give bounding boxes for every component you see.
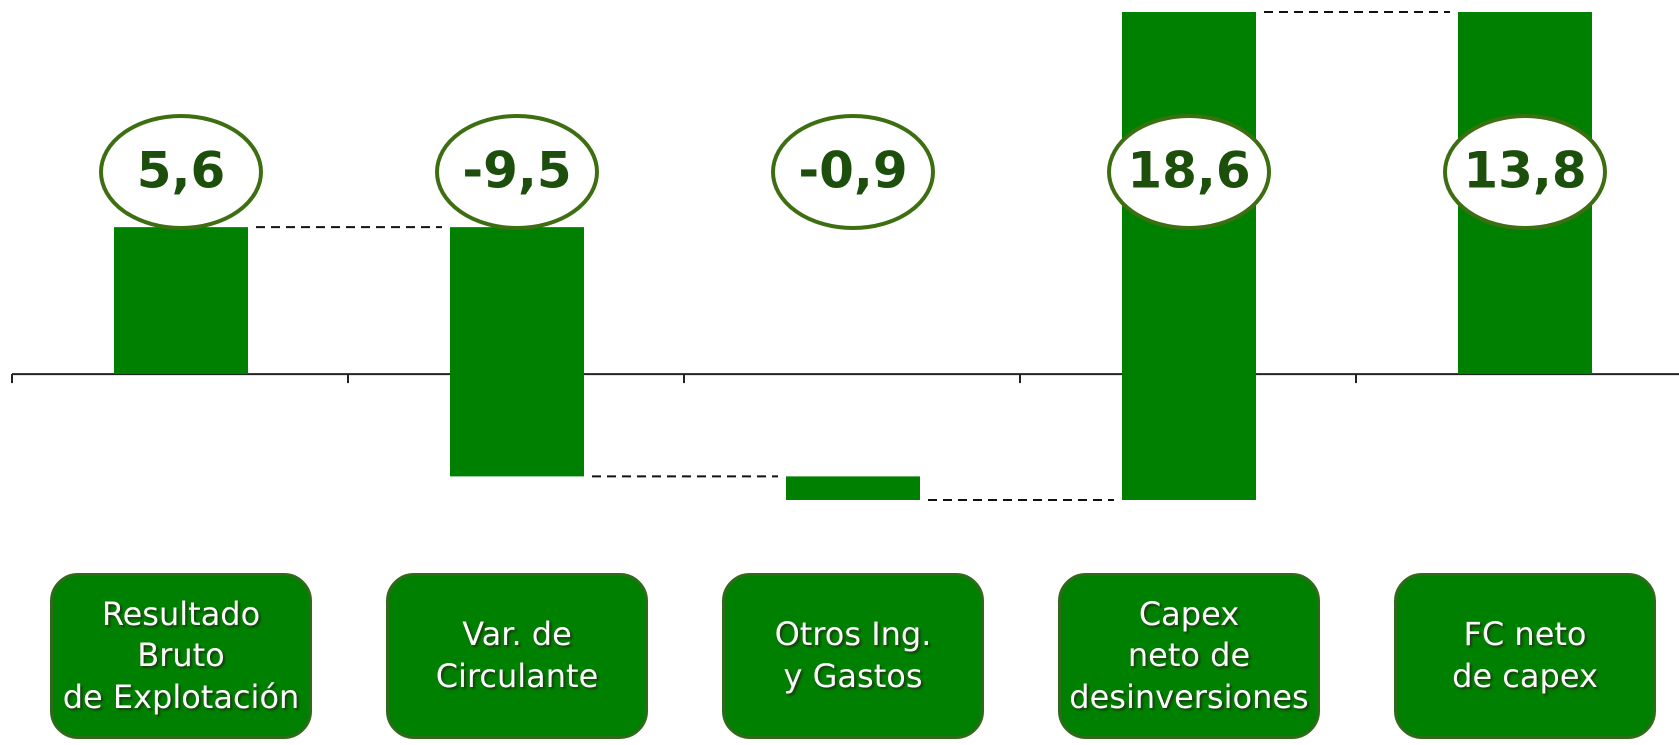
label-bubble (771, 114, 935, 230)
category-label: Resultado Bruto de Explotación (50, 573, 312, 739)
value-label: 5,6 (137, 142, 226, 200)
label-bubble (99, 114, 263, 230)
bar (450, 227, 584, 477)
value-label: 18,6 (1127, 142, 1250, 200)
value-label: -0,9 (798, 142, 907, 200)
bar (114, 227, 248, 375)
label-bubble (1107, 114, 1271, 230)
category-label: Var. de Circulante (386, 573, 648, 739)
category-label: FC neto de capex (1394, 573, 1656, 739)
value-label: -9,5 (462, 142, 571, 200)
value-label: 13,8 (1463, 142, 1586, 200)
category-label: Otros Ing. y Gastos (722, 573, 984, 739)
category-label: Capex neto de desinversiones (1058, 573, 1320, 739)
bar (1122, 12, 1256, 500)
label-bubble (435, 114, 599, 230)
bar (786, 476, 920, 500)
label-bubble (1443, 114, 1607, 230)
